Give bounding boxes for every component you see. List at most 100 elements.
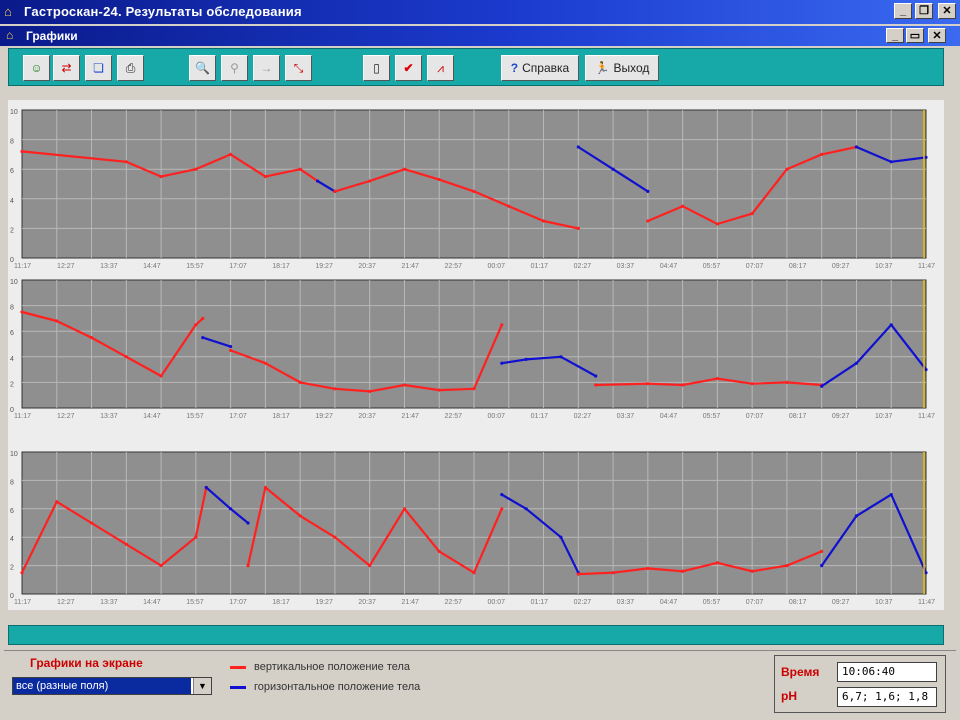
series-vertical-point: [402, 383, 407, 387]
series-horizontal-point: [524, 357, 528, 361]
series-horizontal-point: [594, 374, 598, 378]
series-vertical-point: [333, 535, 337, 539]
series-vertical-point: [20, 571, 24, 575]
graph-button[interactable]: ⩘: [427, 55, 454, 81]
patient-button[interactable]: ☺: [23, 55, 50, 81]
y-tick-label: 4: [10, 198, 14, 205]
x-tick-label: 10:37: [875, 263, 893, 270]
child-titlebar: ⌂ Графики _ ▭ ✕: [0, 26, 960, 46]
help-icon: ?: [510, 61, 519, 75]
series-vertical-point: [368, 179, 372, 183]
y-tick-label: 10: [10, 451, 18, 458]
x-tick-label: 20:37: [358, 263, 376, 270]
x-tick-label: 18:17: [272, 599, 290, 606]
legend-panel: Графики на экране все (разные поля) ▼ ве…: [4, 650, 956, 719]
y-tick-label: 2: [10, 381, 14, 388]
series-vertical-point: [402, 507, 407, 511]
x-tick-label: 12:27: [57, 599, 75, 606]
y-tick-label: 2: [10, 227, 14, 234]
series-vertical-point: [541, 219, 546, 223]
x-tick-label: 02:27: [574, 413, 592, 420]
y-tick-label: 4: [10, 536, 14, 543]
series-vertical-point: [611, 571, 615, 575]
series-vertical-point: [20, 149, 24, 154]
x-tick-label: 05:57: [703, 413, 721, 420]
y-tick-label: 6: [10, 168, 14, 175]
x-tick-label: 01:17: [531, 263, 549, 270]
child-minimize-button[interactable]: _: [886, 28, 904, 43]
zoom-in-icon: 🔍: [195, 61, 210, 75]
series-vertical-point: [298, 380, 302, 384]
x-tick-label: 09:27: [832, 413, 850, 420]
series-vertical-point: [820, 549, 824, 553]
series-vertical-point: [159, 175, 163, 179]
series-vertical-point: [681, 569, 685, 573]
print-button[interactable]: ⎙: [117, 55, 144, 81]
x-tick-label: 00:07: [488, 263, 506, 270]
child-app-icon: ⌂: [6, 28, 14, 42]
legend-vertical: вертикальное положение тела: [230, 661, 410, 673]
x-tick-label: 18:17: [272, 413, 290, 420]
series-vertical-point: [820, 152, 824, 156]
window-title: Гастроскан-24. Результаты обследования: [24, 4, 302, 19]
minimize-button[interactable]: _: [894, 3, 912, 19]
x-tick-label: 14:47: [143, 599, 161, 606]
x-tick-label: 21:47: [401, 599, 419, 606]
ph-field[interactable]: 6,7; 1,6; 1,8: [837, 687, 937, 707]
x-tick-label: 09:27: [832, 599, 850, 606]
series-horizontal-point: [924, 368, 928, 372]
series-vertical-point: [124, 355, 128, 359]
graphs-select[interactable]: все (разные поля) ▼: [12, 677, 212, 695]
series-horizontal-point: [315, 179, 320, 183]
zoom-area-button[interactable]: ⤡: [285, 55, 312, 81]
x-tick-label: 17:07: [229, 413, 247, 420]
series-vertical-point: [500, 507, 504, 511]
x-tick-label: 12:27: [57, 263, 75, 270]
series-vertical-point: [785, 167, 789, 171]
series-vertical-point: [750, 212, 754, 216]
x-tick-label: 15:57: [186, 413, 204, 420]
scroll-icon: →: [260, 61, 273, 75]
exit-button[interactable]: 🏃 Выход: [585, 55, 659, 81]
x-tick-label: 04:47: [660, 413, 678, 420]
zoom-in-button[interactable]: 🔍: [189, 55, 216, 81]
time-field[interactable]: 10:06:40: [837, 662, 937, 682]
x-tick-label: 07:07: [746, 263, 764, 270]
y-tick-label: 4: [10, 356, 14, 363]
series-vertical-point: [124, 542, 128, 546]
series-vertical-point: [500, 323, 504, 327]
series-vertical-point: [246, 564, 250, 568]
series-vertical-point: [263, 485, 267, 490]
x-tick-label: 02:27: [574, 263, 592, 270]
x-tick-label: 11:47: [918, 263, 935, 270]
series-horizontal-point: [820, 384, 824, 388]
series-vertical-point: [715, 376, 719, 381]
scroll-button[interactable]: →: [253, 55, 280, 81]
copy-button[interactable]: ❏: [85, 55, 112, 81]
restore-button[interactable]: ❐: [915, 3, 933, 19]
series-vertical-point: [646, 219, 650, 223]
series-horizontal-point: [854, 514, 859, 518]
series-horizontal-point: [820, 564, 824, 568]
x-tick-label: 11:47: [918, 413, 935, 420]
doc-button[interactable]: ▯: [363, 55, 390, 81]
x-tick-label: 08:17: [789, 263, 807, 270]
help-button[interactable]: ? Справка: [501, 55, 579, 81]
close-button[interactable]: ✕: [938, 3, 956, 19]
zoom-out-button[interactable]: ⚲: [221, 55, 248, 81]
child-close-button[interactable]: ✕: [928, 28, 946, 43]
x-tick-label: 10:37: [875, 413, 893, 420]
check-button[interactable]: ✔: [395, 55, 422, 81]
series-horizontal-point: [889, 493, 893, 497]
series-vertical-point: [298, 167, 302, 171]
series-horizontal-point: [500, 493, 504, 497]
export-button[interactable]: ⇄: [53, 55, 80, 81]
status-bar: [8, 625, 944, 645]
series-vertical-point: [437, 177, 441, 182]
child-restore-button[interactable]: ▭: [906, 28, 924, 43]
y-tick-label: 6: [10, 330, 14, 337]
x-tick-label: 03:37: [617, 413, 635, 420]
series-vertical-point: [55, 319, 59, 323]
chevron-down-icon[interactable]: ▼: [193, 678, 211, 694]
